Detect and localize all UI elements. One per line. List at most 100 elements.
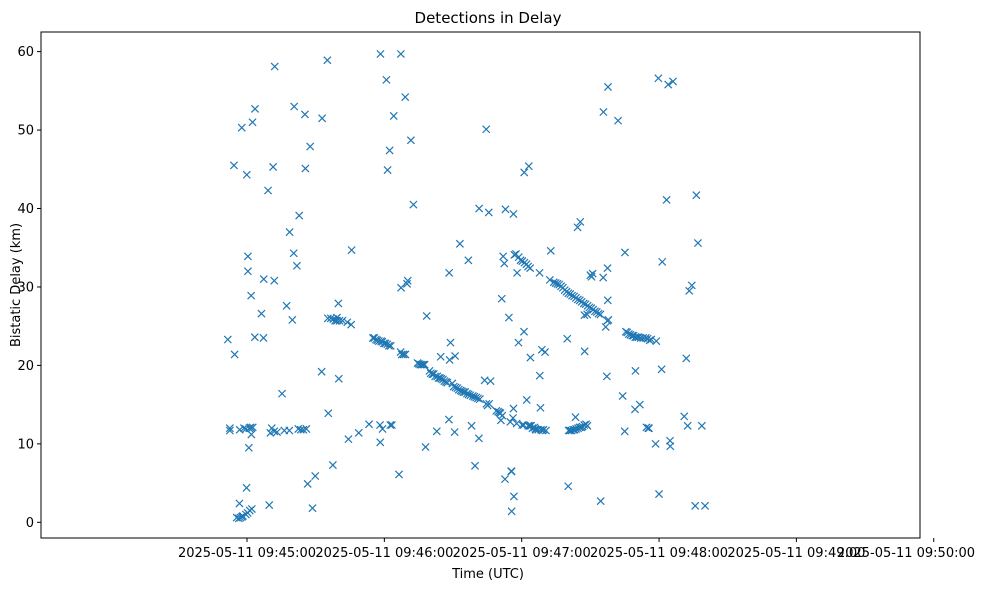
data-point (535, 268, 544, 277)
data-point (244, 443, 253, 452)
data-point (444, 415, 453, 424)
data-point (385, 146, 394, 155)
data-point (397, 283, 406, 292)
data-point (635, 400, 644, 409)
data-point (399, 350, 408, 359)
data-point (524, 421, 533, 430)
data-point (618, 391, 627, 401)
data-point (682, 354, 691, 363)
data-point (631, 366, 640, 375)
chart-title: Detections in Delay (415, 9, 562, 27)
data-point (603, 296, 612, 305)
data-points (223, 49, 710, 523)
data-point (248, 423, 257, 432)
data-point (683, 421, 692, 430)
data-point (242, 170, 251, 179)
data-point (375, 421, 385, 430)
data-point (541, 348, 550, 357)
data-point (436, 352, 445, 361)
data-point (580, 347, 589, 356)
data-point (303, 479, 312, 488)
data-point (242, 483, 251, 492)
data-point (269, 162, 278, 171)
data-point (247, 430, 256, 439)
y-tick-label: 30 (17, 280, 34, 295)
data-point (299, 425, 308, 434)
data-point (246, 423, 255, 432)
data-point (445, 268, 454, 277)
data-point (691, 501, 700, 510)
data-point (270, 276, 279, 285)
data-point (575, 423, 584, 432)
data-point (509, 209, 518, 219)
data-point (513, 268, 522, 277)
data-point (381, 339, 390, 348)
data-point (500, 475, 510, 484)
data-point (259, 333, 268, 342)
data-point (420, 360, 429, 369)
data-point (225, 424, 234, 433)
data-point (546, 246, 555, 255)
data-point (383, 166, 392, 175)
data-point (270, 62, 279, 71)
data-point (588, 269, 597, 278)
data-point (302, 424, 311, 433)
data-point (445, 355, 454, 364)
data-point (289, 249, 298, 258)
data-point (602, 372, 611, 381)
data-point (334, 374, 343, 383)
data-point (402, 279, 412, 288)
data-point (651, 439, 660, 448)
data-point (539, 425, 548, 434)
data-point (464, 256, 473, 265)
data-point (387, 421, 396, 430)
data-point (354, 428, 363, 437)
data-point (680, 412, 689, 421)
data-point (223, 335, 232, 344)
data-point (403, 276, 412, 285)
data-point (318, 114, 327, 123)
data-point (406, 136, 415, 145)
data-point (573, 223, 582, 232)
data-point (482, 125, 491, 134)
data-point (396, 49, 405, 58)
x-tick-label: 2025-05-11 09:46:00 (315, 546, 453, 561)
data-point (658, 257, 667, 266)
data-point (579, 299, 588, 308)
data-point (292, 261, 301, 270)
data-point (306, 142, 315, 151)
data-point (251, 104, 260, 113)
data-point (541, 426, 550, 435)
data-point (522, 395, 531, 404)
y-tick-label: 60 (17, 45, 34, 60)
data-point (417, 360, 426, 369)
data-point (576, 217, 585, 226)
data-point (421, 442, 430, 452)
data-point (382, 75, 391, 84)
data-point (338, 316, 347, 325)
data-point (237, 123, 246, 132)
data-point (285, 228, 294, 237)
data-point (248, 118, 257, 127)
data-point (429, 370, 438, 379)
y-tick-label: 50 (17, 124, 34, 139)
data-point (272, 428, 282, 437)
data-point (536, 403, 545, 412)
data-point (467, 421, 476, 430)
data-point (455, 239, 464, 248)
y-tick-label: 0 (26, 516, 34, 531)
data-point (394, 470, 404, 479)
data-point (257, 309, 266, 318)
data-point (520, 168, 529, 177)
plot-frame (40, 31, 921, 539)
data-point (485, 399, 494, 408)
y-tick-label: 40 (17, 202, 34, 217)
data-point (401, 93, 410, 102)
data-point (526, 264, 535, 273)
data-point (389, 111, 398, 120)
data-point (504, 313, 513, 322)
data-point (585, 303, 594, 312)
data-point (545, 275, 554, 284)
data-point (475, 395, 484, 404)
data-point (484, 208, 493, 217)
